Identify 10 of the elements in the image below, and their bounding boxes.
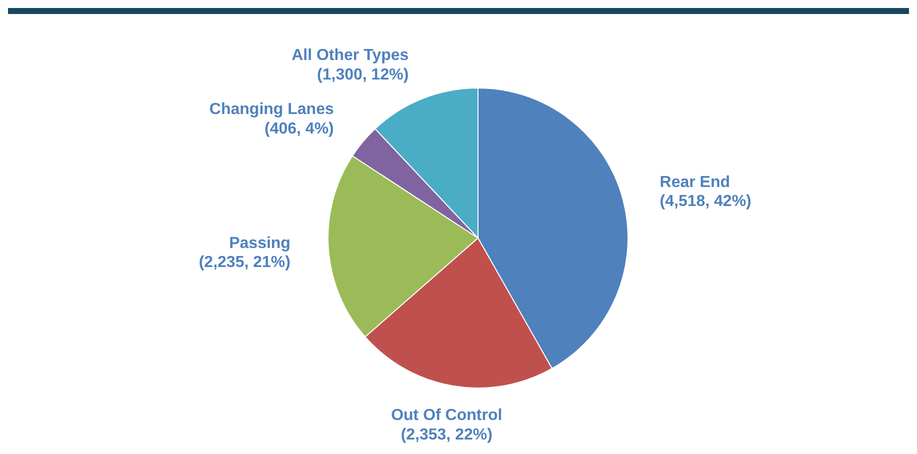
slice-label: All Other Types (292, 47, 409, 64)
slice-label: Changing Lanes (209, 101, 334, 118)
data-label: (1,300, 12%) (317, 66, 409, 84)
data-label: (2,235, 21%) (198, 254, 290, 272)
slice-label: Rear End (660, 174, 730, 191)
data-label: (4,518, 42%) (660, 193, 752, 210)
slice-label: Out Of Control (391, 407, 502, 424)
data-label: (406, 4%) (264, 120, 334, 138)
data-label: (2,353, 22%) (400, 426, 492, 444)
slice-label: Passing (229, 234, 290, 252)
